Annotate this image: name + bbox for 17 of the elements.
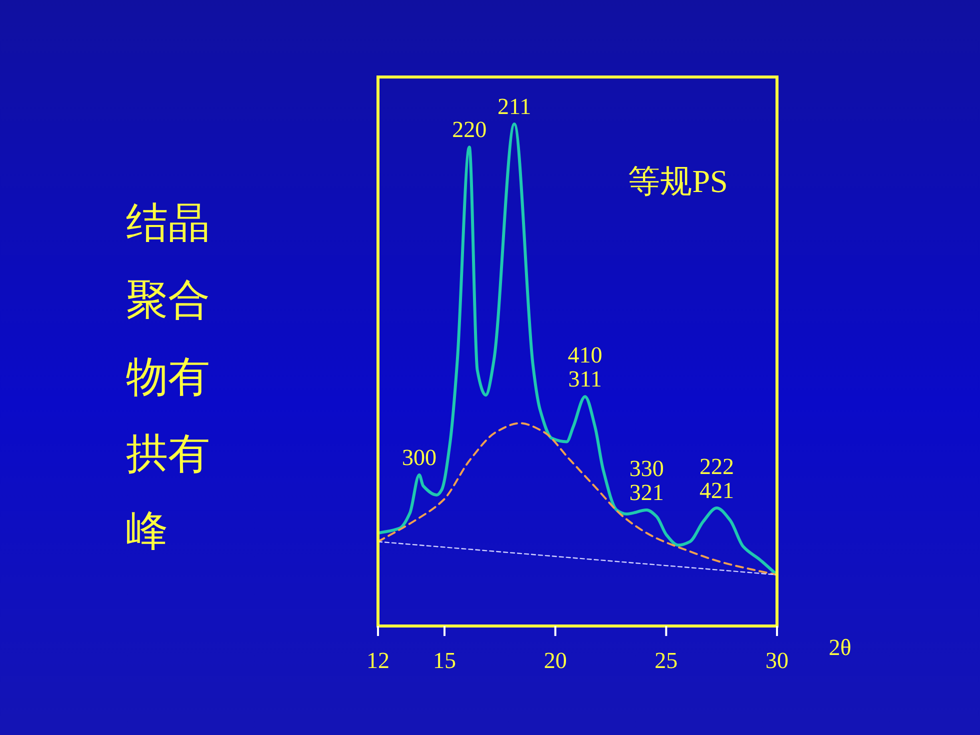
- x-axis-title: 2θ: [828, 635, 852, 660]
- text: 结晶聚合物有拱有峰: [126, 200, 211, 557]
- annotation: 421: [699, 478, 734, 504]
- annotation: 311: [568, 366, 602, 392]
- annotation: 等规PS: [628, 163, 728, 199]
- annotation: 211: [497, 94, 532, 119]
- x-tick-label: 20: [544, 648, 567, 673]
- x-tick-label: 12: [366, 648, 390, 673]
- x-tick-label: 15: [433, 648, 456, 673]
- annotation: 222: [699, 454, 734, 480]
- x-tick-label: 30: [766, 648, 788, 673]
- annotation: 321: [629, 480, 664, 506]
- x-tick-label: 25: [654, 648, 678, 673]
- annotation: 300: [402, 444, 436, 470]
- annotation: 330: [629, 456, 664, 482]
- annotation: 220: [452, 117, 487, 142]
- annotation: 410: [568, 342, 602, 368]
